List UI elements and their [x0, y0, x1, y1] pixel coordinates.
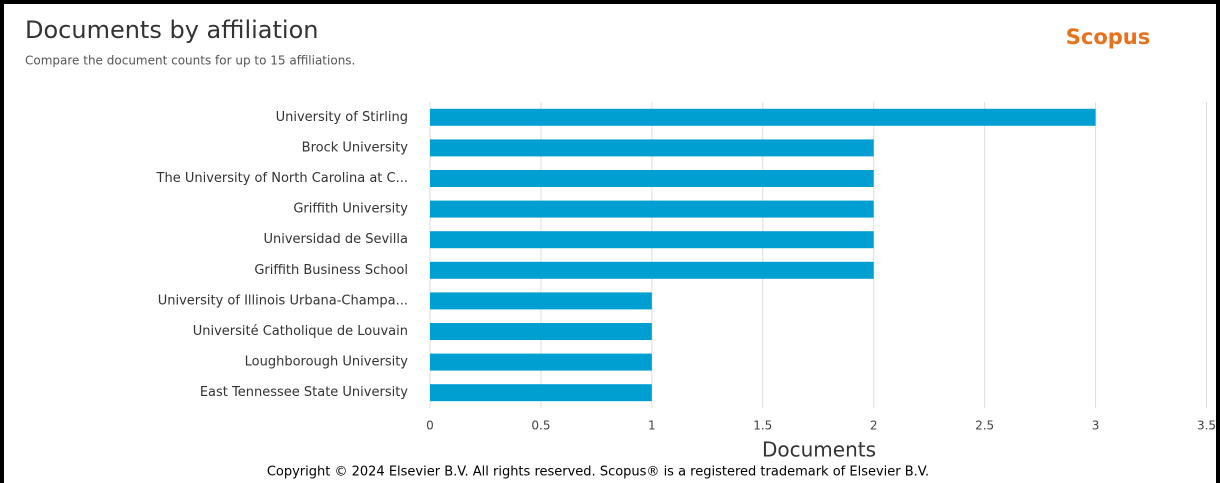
x-tick-label: 1 [648, 419, 656, 433]
x-tick-label: 0.5 [531, 419, 550, 433]
y-tick-label: East Tennessee State University [200, 385, 408, 400]
y-tick-label: Universidad de Sevilla [263, 232, 408, 247]
x-tick-label: 2.5 [975, 419, 994, 433]
y-tick-label: Griffith Business School [254, 263, 408, 278]
footer: Copyright © 2024 Elsevier B.V. All right… [267, 465, 929, 480]
y-tick-label: Brock University [302, 140, 409, 155]
x-axis-title: Documents [762, 438, 876, 462]
y-tick-label: University of Illinois Urbana-Champa... [158, 293, 408, 308]
chart-subtitle: Compare the document counts for up to 15… [25, 54, 355, 68]
bar [430, 292, 652, 310]
bar [430, 231, 874, 249]
bar [430, 323, 652, 340]
bar [430, 108, 1096, 126]
bar [430, 353, 652, 371]
bar [430, 170, 874, 187]
bar [430, 384, 652, 402]
y-tick-label: Loughborough University [245, 355, 409, 370]
x-tick-label: 2 [870, 419, 878, 433]
brand-logo: Scopus [1066, 25, 1150, 49]
y-tick-label: University of Stirling [276, 110, 408, 125]
x-tick-label: 3 [1092, 419, 1100, 433]
x-tick-label: 1.5 [753, 419, 772, 433]
bar [430, 261, 874, 279]
y-tick-label: Griffith University [293, 202, 408, 217]
bar [430, 139, 874, 157]
x-tick-label: 0 [426, 419, 434, 433]
y-tick-label: Université Catholique de Louvain [193, 324, 408, 339]
bar [430, 200, 874, 218]
chart-title: Documents by affiliation [25, 16, 318, 44]
y-tick-label: The University of North Carolina at C... [156, 171, 408, 186]
x-tick-label: 3.5 [1197, 419, 1216, 433]
